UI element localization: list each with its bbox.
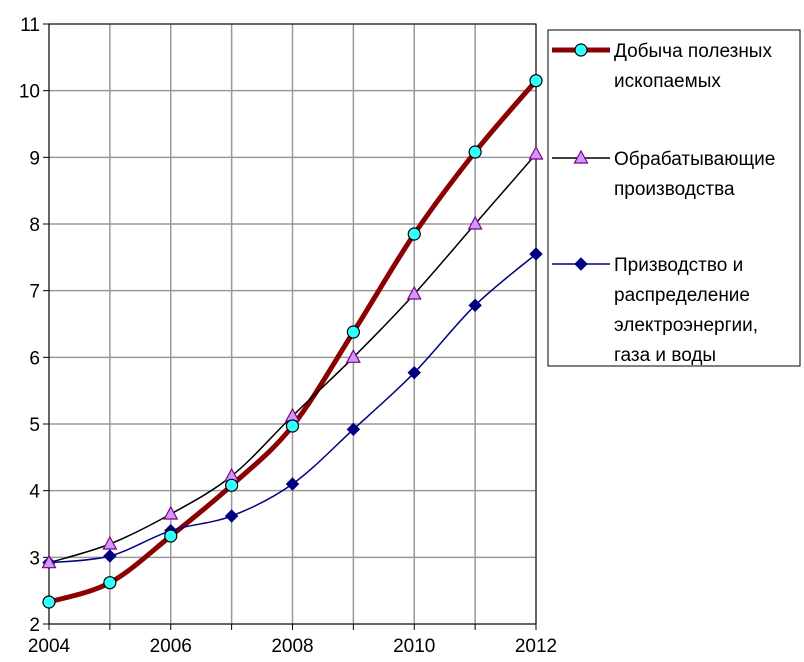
data-point-3 — [468, 298, 482, 313]
y-tick-label: 7 — [29, 282, 40, 303]
x-tick-label: 2010 — [393, 636, 435, 657]
data-point-2 — [102, 535, 118, 550]
data-point-1 — [103, 576, 117, 590]
data-point-3 — [224, 509, 239, 523]
x-axis: 2004 2006 2008 2010 2012 — [28, 624, 557, 657]
legend-marker-2 — [573, 149, 589, 164]
y-tick-label: 2 — [29, 615, 40, 636]
legend-label-1: Добыча полезных — [614, 41, 772, 62]
data-point-1 — [225, 478, 239, 492]
legend-marker-1 — [574, 43, 588, 57]
series-line-1 — [48, 79, 538, 605]
data-point-2 — [467, 215, 483, 230]
series-line-2 — [48, 153, 537, 564]
data-point-1 — [346, 325, 360, 339]
legend-label-3: распределение — [614, 285, 750, 306]
data-point-2 — [528, 145, 544, 160]
legend: Добыча полезных ископаемых Обрабатывающие п… — [547, 29, 801, 367]
x-tick-label: 2012 — [515, 636, 557, 657]
data-point-3 — [529, 247, 543, 261]
legend-marker-3 — [574, 257, 588, 271]
series-markers — [41, 74, 544, 609]
data-point-1 — [407, 227, 421, 241]
data-point-2 — [41, 554, 57, 569]
y-tick-label: 6 — [29, 348, 40, 369]
data-point-1 — [285, 419, 300, 433]
legend-label-1: ископаемых — [614, 71, 721, 92]
legend-label-2: производства — [614, 179, 735, 200]
data-point-3 — [285, 477, 300, 491]
legend-box — [547, 29, 801, 367]
data-point-1 — [529, 74, 543, 88]
data-point-1 — [42, 595, 56, 609]
y-tick-label: 5 — [29, 415, 40, 436]
y-tick-label: 11 — [20, 15, 40, 36]
data-point-3 — [346, 422, 361, 437]
data-point-1 — [468, 145, 482, 159]
data-point-3 — [103, 549, 117, 563]
legend-label-2: Обрабатывающие — [614, 149, 775, 170]
series-lines — [48, 79, 538, 605]
x-tick-label: 2004 — [28, 636, 71, 657]
x-tick-label: 2008 — [271, 636, 313, 657]
y-tick-label: 8 — [29, 215, 40, 236]
y-tick-label: 10 — [19, 82, 40, 103]
data-point-2 — [163, 505, 179, 520]
data-point-1 — [164, 529, 178, 543]
data-point-3 — [407, 365, 421, 380]
data-point-2 — [345, 349, 361, 363]
y-tick-label: 3 — [29, 548, 40, 569]
y-tick-label: 9 — [29, 148, 40, 169]
legend-label-3: электроэнергии, — [614, 315, 758, 336]
series-line-3 — [48, 253, 537, 564]
y-axis: 2 3 4 5 6 7 8 9 10 11 — [19, 15, 49, 636]
y-tick-label: 4 — [29, 482, 40, 503]
x-tick-label: 2006 — [150, 636, 192, 657]
legend-label-3: Призводство и — [614, 255, 743, 276]
grid-lines — [48, 23, 537, 625]
data-point-2 — [406, 285, 422, 300]
legend-label-3: газа и воды — [614, 345, 716, 366]
